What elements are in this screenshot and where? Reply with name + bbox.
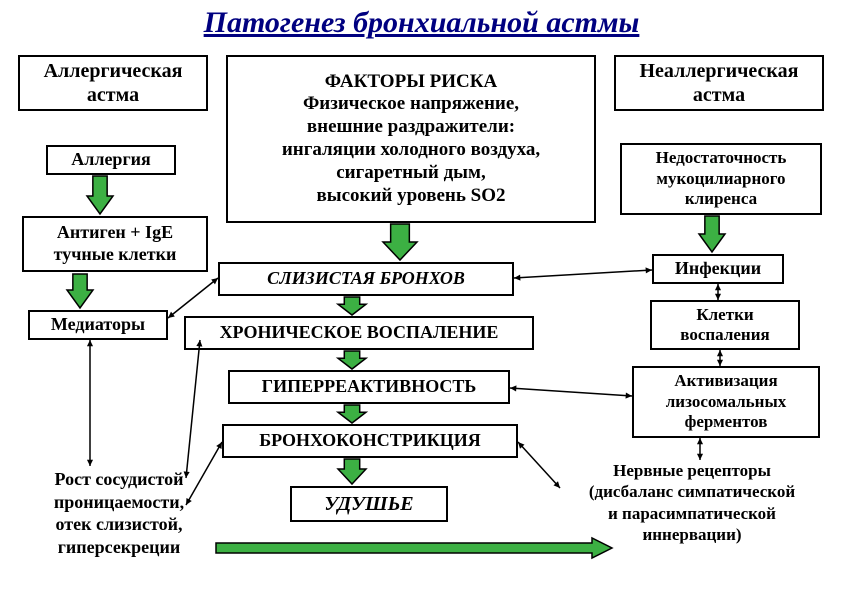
box-bronchoconstriction: БРОНХОКОНСТРИКЦИЯ	[222, 424, 518, 458]
box-lysosomal-enzymes: Активизация лизосомальных ферментов	[632, 366, 820, 438]
box-allergic-asthma: Аллергическая астма	[18, 55, 208, 111]
box-inflammation-cells: Клетки воспаления	[650, 300, 800, 350]
box-chronic-inflammation: ХРОНИЧЕСКОЕ ВОСПАЛЕНИЕ	[184, 316, 534, 350]
box-mucociliary-insuf: Недостаточность мукоцилиарного клиренса	[620, 143, 822, 215]
box-risk-factors: ФАКТОРЫ РИСКА Физическое напряжение, вне…	[226, 55, 596, 223]
diagram-title: Патогенез бронхиальной астмы	[0, 6, 843, 40]
box-hyperreactivity: ГИПЕРРЕАКТИВНОСТЬ	[228, 370, 510, 404]
box-infections: Инфекции	[652, 254, 784, 284]
text-vascular-permeability: Рост сосудистой проницаемости, отек слиз…	[14, 468, 224, 558]
box-bronchial-mucosa: СЛИЗИСТАЯ БРОНХОВ	[218, 262, 514, 296]
box-allergy: Аллергия	[46, 145, 176, 175]
box-antigen-ige: Антиген + IgE тучные клетки	[22, 216, 208, 272]
text-nerve-receptors: Нервные рецепторы (дисбаланс симпатическ…	[544, 460, 840, 545]
box-nonallergic-asthma: Неаллергическая астма	[614, 55, 824, 111]
box-mediators: Медиаторы	[28, 310, 168, 340]
box-suffocation: УДУШЬЕ	[290, 486, 448, 522]
